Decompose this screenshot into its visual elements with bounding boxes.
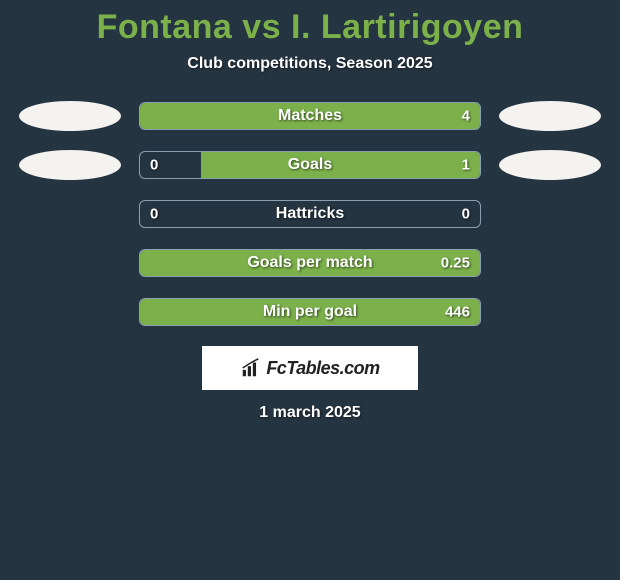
player-right-oval xyxy=(499,101,601,131)
stat-value-right: 446 xyxy=(445,304,470,321)
stat-value-right: 4 xyxy=(462,108,470,125)
stat-value-left: 0 xyxy=(150,206,158,223)
stat-label: Goals per match xyxy=(247,254,372,272)
stat-value-right: 1 xyxy=(462,157,470,174)
stat-bar: Goals 0 1 xyxy=(139,151,481,179)
stat-value-right: 0 xyxy=(462,206,470,223)
stat-bar: Matches 4 xyxy=(139,102,481,130)
stat-value-right: 0.25 xyxy=(441,255,470,272)
bar-fill-right xyxy=(201,152,480,178)
comparison-card: Fontana vs I. Lartirigoyen Club competit… xyxy=(0,0,620,422)
stat-bar: Hattricks 0 0 xyxy=(139,200,481,228)
stat-row: Matches 4 xyxy=(0,101,620,131)
stat-value-left: 0 xyxy=(150,157,158,174)
stat-row: Goals per match 0.25 xyxy=(0,248,620,278)
player-right-oval xyxy=(499,150,601,180)
player-left-oval xyxy=(19,150,121,180)
stat-label: Matches xyxy=(278,107,342,125)
page-subtitle: Club competitions, Season 2025 xyxy=(0,55,620,73)
stat-label: Hattricks xyxy=(276,205,344,223)
stat-row: Goals 0 1 xyxy=(0,150,620,180)
stat-bar: Min per goal 446 xyxy=(139,298,481,326)
bar-chart-icon xyxy=(240,357,262,379)
stat-bar: Goals per match 0.25 xyxy=(139,249,481,277)
stat-row: Min per goal 446 xyxy=(0,297,620,327)
page-title: Fontana vs I. Lartirigoyen xyxy=(0,8,620,47)
stat-label: Goals xyxy=(288,156,332,174)
player-left-oval xyxy=(19,101,121,131)
stat-row: Hattricks 0 0 xyxy=(0,199,620,229)
stats-list: Matches 4 Goals 0 1 Hattricks 0 0 Goals per matc… xyxy=(0,101,620,327)
stat-label: Min per goal xyxy=(263,303,357,321)
branding-logo[interactable]: FcTables.com xyxy=(202,346,418,390)
date-label: 1 march 2025 xyxy=(0,404,620,422)
logo-text: FcTables.com xyxy=(266,358,379,379)
